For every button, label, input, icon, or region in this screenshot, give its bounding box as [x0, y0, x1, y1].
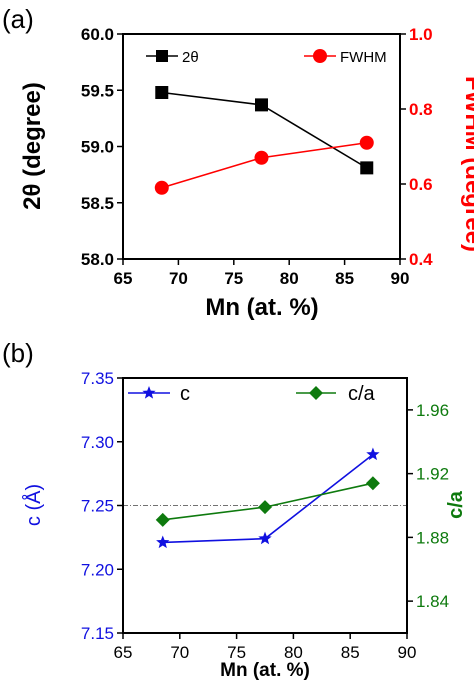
data-point-2theta — [155, 86, 169, 99]
data-point-c — [156, 535, 170, 549]
x-tick-label: 90 — [391, 269, 410, 288]
y-tick-label-right: 1.92 — [416, 465, 449, 484]
legend-ca-marker — [309, 386, 323, 400]
legend-b: c c/a — [128, 383, 376, 405]
y-ticks-right-b: 1.84 1.88 1.92 1.96 — [407, 401, 449, 611]
y-tick-label-left: 7.35 — [81, 369, 114, 388]
legend-2theta-text: 2θ — [182, 49, 199, 66]
x-tick-label: 75 — [227, 643, 246, 662]
series-line-c — [162, 453, 374, 544]
y-ticks-left-b: 7.15 7.20 7.25 7.30 7.35 — [81, 369, 123, 643]
plot-frame-a — [122, 33, 401, 260]
data-point-c-over-a — [155, 512, 170, 527]
y-tick-label-left: 59.0 — [81, 138, 114, 157]
y-tick-label-left: 7.15 — [81, 624, 114, 643]
data-point-c — [366, 447, 380, 461]
x-tick-label: 65 — [114, 269, 133, 288]
y-tick-label-right: 0.8 — [409, 100, 433, 119]
x-tick-label: 70 — [170, 643, 189, 662]
plot-a-marks — [154, 86, 374, 195]
y-tick-label-left: 7.25 — [81, 497, 114, 516]
x-ticks-a: 65 70 75 80 85 90 — [114, 259, 410, 288]
x-axis-label-a: Mn (at. %) — [205, 294, 318, 321]
x-tick-label: 85 — [341, 643, 360, 662]
x-tick-label: 70 — [169, 269, 188, 288]
y-tick-label-left: 59.5 — [81, 81, 114, 100]
y-tick-label-right: 1.96 — [416, 401, 449, 420]
x-tick-label: 75 — [224, 269, 243, 288]
y-ticks-right-a: 0.4 0.6 0.8 1.0 — [400, 25, 433, 269]
legend-fwhm-marker — [313, 49, 327, 63]
y-tick-label-left: 7.20 — [81, 560, 114, 579]
y-tick-label-left: 7.30 — [81, 433, 114, 452]
data-point-2theta — [255, 98, 268, 112]
y-tick-label-right: 0.6 — [409, 175, 433, 194]
data-point-c-over-a — [258, 500, 272, 515]
panel-b: (b) 65 70 75 80 85 90 7.15 7.20 7.25 7.30 7.35 1.… — [2, 338, 467, 681]
data-point-FWHM — [359, 135, 374, 150]
y-axis-label-right-a: FWHM (degree) — [460, 76, 474, 252]
x-tick-label: 80 — [284, 643, 303, 662]
y-tick-label-left: 58.0 — [81, 250, 114, 269]
y-axis-label-right-b: c/a — [445, 490, 467, 519]
x-axis-label-b: Mn (at. %) — [220, 660, 310, 681]
y-tick-label-right: 1.0 — [409, 25, 433, 44]
legend-c-marker — [142, 386, 156, 399]
data-point-c-over-a — [365, 476, 380, 491]
legend-fwhm-text: FWHM — [340, 49, 387, 66]
y-tick-label-right: 1.84 — [416, 592, 449, 611]
y-tick-label-left: 58.5 — [81, 194, 114, 213]
data-point-FWHM — [154, 180, 169, 195]
data-point-c — [258, 531, 272, 545]
x-tick-label: 90 — [398, 643, 417, 662]
panel-a: (a) 65 70 75 80 85 90 58.0 58.5 59.0 59.5 60.0 0.… — [2, 4, 474, 321]
x-ticks-b: 65 70 75 80 85 90 — [114, 633, 417, 662]
x-tick-label: 85 — [335, 269, 354, 288]
x-tick-label: 65 — [114, 643, 133, 662]
y-tick-label-right: 1.88 — [416, 528, 449, 547]
data-point-FWHM — [254, 150, 269, 165]
y-tick-label-left: 60.0 — [81, 25, 114, 44]
y-ticks-left-a: 58.0 58.5 59.0 59.5 60.0 — [81, 25, 123, 269]
plot-b-marks — [123, 447, 407, 549]
legend-a: 2θ FWHM — [146, 49, 387, 66]
legend-2theta-marker — [156, 50, 168, 62]
legend-c-text: c — [180, 383, 190, 405]
data-point-2theta — [360, 161, 374, 175]
y-axis-label-left-a: 2θ (degree) — [19, 82, 46, 210]
legend-ca-text: c/a — [348, 383, 376, 405]
series-line-c-over-a — [162, 482, 374, 521]
x-tick-label: 80 — [280, 269, 299, 288]
y-axis-label-left-b: c (Å) — [22, 484, 45, 526]
panel-label-a: (a) — [2, 4, 34, 34]
y-tick-label-right: 0.4 — [409, 250, 433, 269]
panel-label-b: (b) — [2, 338, 34, 368]
